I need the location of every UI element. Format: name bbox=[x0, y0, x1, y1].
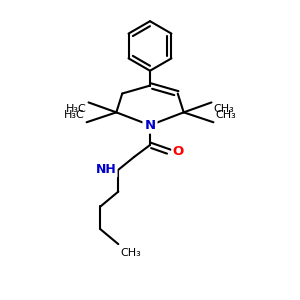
Text: N: N bbox=[144, 119, 156, 132]
Text: H₃C: H₃C bbox=[64, 110, 85, 120]
Text: H₃C: H₃C bbox=[66, 104, 87, 114]
Text: NH: NH bbox=[96, 163, 116, 176]
Text: O: O bbox=[173, 146, 184, 158]
Text: CH₃: CH₃ bbox=[120, 248, 141, 258]
Text: CH₃: CH₃ bbox=[213, 104, 234, 114]
Text: CH₃: CH₃ bbox=[215, 110, 236, 120]
